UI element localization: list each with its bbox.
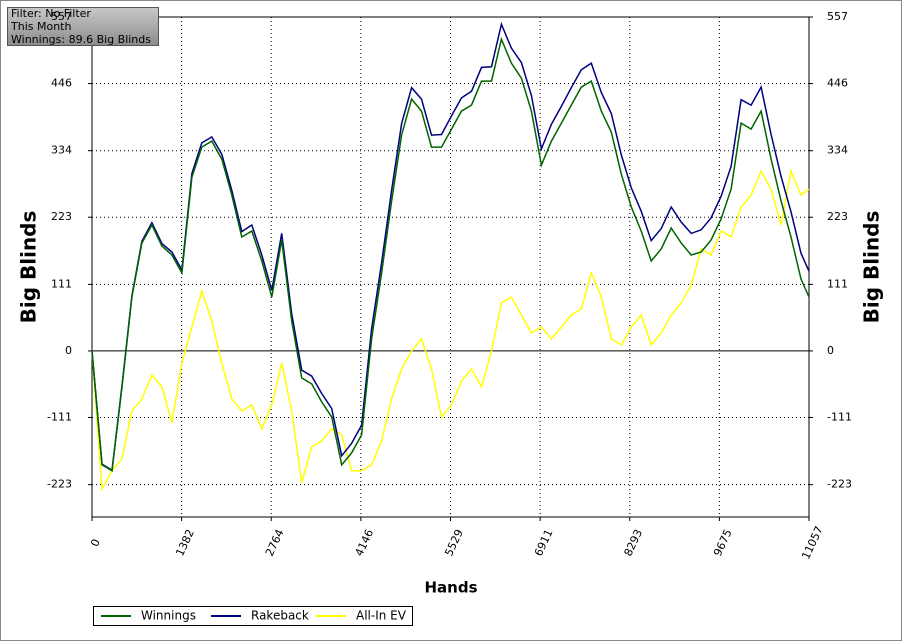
- x-axis-title: Hands: [424, 579, 477, 597]
- y-tick-label-right: -223: [827, 478, 852, 491]
- y-tick-label-right: -111: [827, 410, 852, 423]
- y-tick-label: -223: [47, 478, 72, 491]
- info-text: Winnings: 89.6 Big Blinds: [11, 33, 151, 46]
- y-tick-label-right: 334: [827, 144, 848, 157]
- plot: [88, 16, 813, 521]
- y-tick-label-right: 446: [827, 77, 848, 90]
- y-tick-label-right: 557: [827, 10, 848, 23]
- info-text: Filter: No Filter: [11, 7, 91, 20]
- y-tick-label: 334: [51, 144, 72, 157]
- y-tick-label: 557: [51, 10, 72, 23]
- y-axis-title: Big Blinds: [17, 211, 41, 324]
- y-tick-label-right: 111: [827, 277, 848, 290]
- y-tick-label: -111: [47, 410, 72, 423]
- info-box: [7, 7, 159, 46]
- y-tick-label: 446: [51, 77, 72, 90]
- legend: [93, 606, 413, 626]
- y-tick-label: 0: [65, 344, 72, 357]
- info-text: This Month: [10, 20, 71, 33]
- x-tick-label: 0: [88, 537, 103, 549]
- legend-label: Rakeback: [251, 609, 309, 623]
- y-axis-title-right: Big Blinds: [860, 211, 884, 324]
- y-tick-label-right: 223: [827, 210, 848, 223]
- y-tick-label-right: 0: [827, 344, 834, 357]
- series-line: [91, 168, 810, 492]
- series-line: [91, 21, 810, 472]
- y-tick-label: 111: [51, 277, 72, 290]
- legend-label: Winnings: [141, 609, 196, 623]
- series-line: [91, 36, 810, 473]
- legend-label: All-In EV: [356, 609, 407, 623]
- y-tick-label: 223: [51, 210, 72, 223]
